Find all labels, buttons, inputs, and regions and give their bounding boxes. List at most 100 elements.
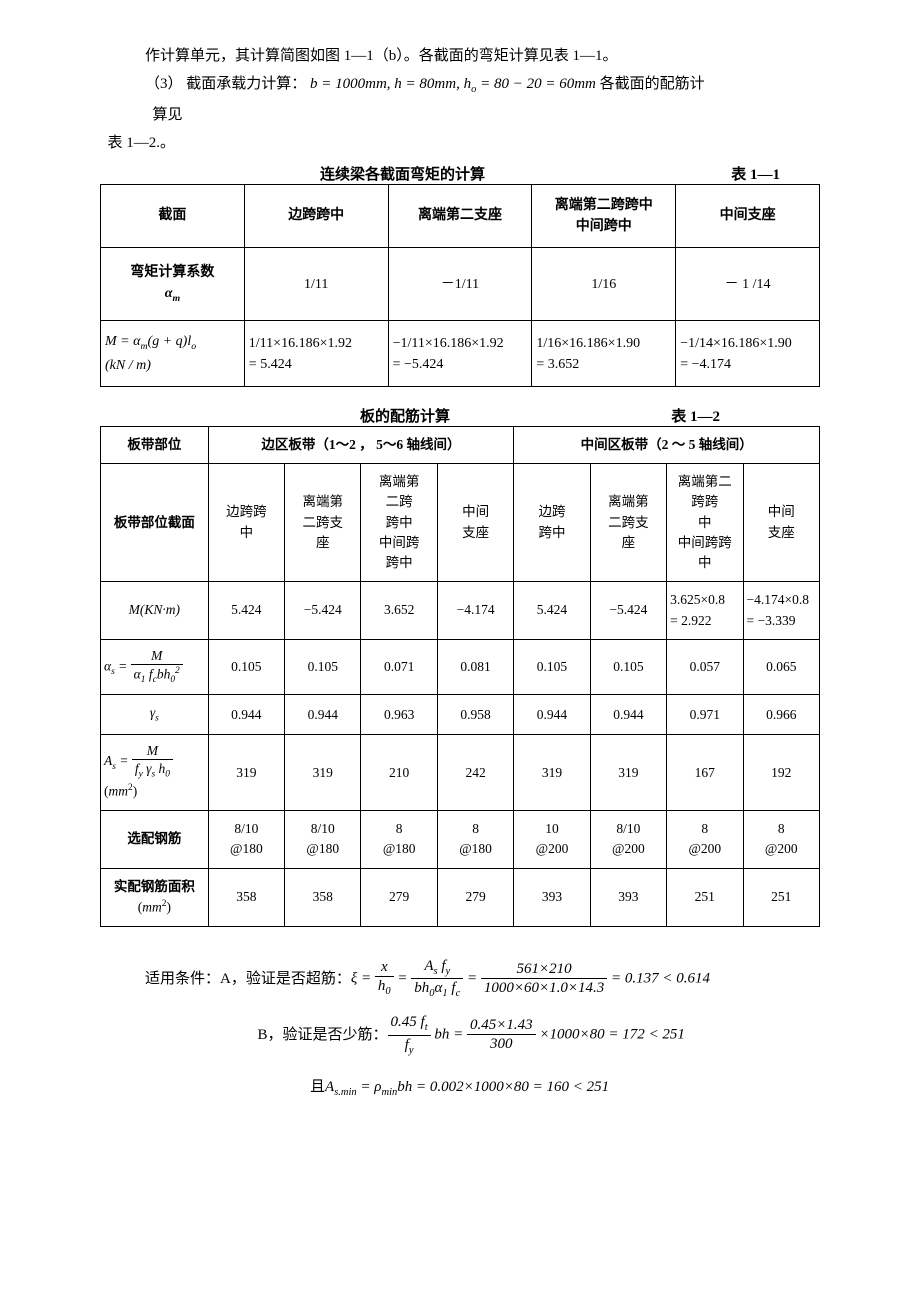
t2-r4-7: 0.065 <box>743 639 820 695</box>
t1-h2: 离端第二支座 <box>388 184 532 247</box>
t2-c2: 离端第二跨跨中中间跨跨中 <box>361 464 437 582</box>
t2-r4h: αs = Mα1 fcbh02 <box>101 639 209 695</box>
t2-r7h: 选配钢筋 <box>101 811 209 869</box>
t2-c3: 中间支座 <box>437 464 513 582</box>
t2-r3-3: −4.174 <box>437 582 513 640</box>
t1-r2-head-text: 弯矩计算系数 <box>105 262 240 283</box>
t2-r5-6: 0.971 <box>667 695 743 735</box>
t2-h2: 边区板带（1～2 ， 5～6 轴线间） <box>208 426 514 463</box>
t1-h1: 边跨跨中 <box>244 184 388 247</box>
t2-r7-1: 8/10@180 <box>285 811 361 869</box>
t2-r6-7: 192 <box>743 735 820 811</box>
table2-title-row: 板的配筋计算 表 1—2 <box>100 405 820 426</box>
t1-r3-c3: 1/16×16.186×1.90= 3.652 <box>532 321 676 386</box>
t2-r4-3: 0.081 <box>437 639 513 695</box>
t2-c5: 离端第二跨支座 <box>590 464 666 582</box>
paragraph-1: 作计算单元，其计算简图如图 1—1（b）。各截面的弯矩计算见表 1—1。 <box>115 44 820 68</box>
t2-r8-6: 251 <box>667 868 743 926</box>
table1-title-row: 连续梁各截面弯矩的计算 表 1—1 <box>100 163 820 184</box>
t2-r6-5: 319 <box>590 735 666 811</box>
cond-c-prefix: 且 <box>310 1069 325 1105</box>
t2-r5-5: 0.944 <box>590 695 666 735</box>
t1-r2-c1: 1/11 <box>244 247 388 320</box>
t2-r5h: γs <box>101 695 209 735</box>
t2-r8-1: 358 <box>285 868 361 926</box>
paragraph-2: （3） 截面承载力计算： b = 1000mm, h = 80mm, ho = … <box>115 72 820 99</box>
t1-r2-head-sym: αm <box>105 283 240 306</box>
t2-r8-0: 358 <box>208 868 284 926</box>
t2-r6-1: 319 <box>285 735 361 811</box>
t2-r3-4: 5.424 <box>514 582 590 640</box>
t1-h0: 截面 <box>101 184 245 247</box>
t2-r4-6: 0.057 <box>667 639 743 695</box>
table-2: 板带部位 边区板带（1～2 ， 5～6 轴线间） 中间区板带（2 ～ 5 轴线间… <box>100 426 820 927</box>
t2-c6: 离端第二跨跨中中间跨跨中 <box>667 464 743 582</box>
t1-r2-c3: 1/16 <box>532 247 676 320</box>
t2-row-M: M(KN·m) 5.424 −5.424 3.652 −4.174 5.424 … <box>101 582 820 640</box>
t1-h4: 中间支座 <box>676 184 820 247</box>
t2-r7-6: 8@200 <box>667 811 743 869</box>
t2-c4: 边跨跨中 <box>514 464 590 582</box>
t1-r3-head: M = αm(g + q)lo (kN / m) <box>101 321 245 386</box>
t2-r2h: 板带部位截面 <box>101 464 209 582</box>
paragraph-2b: 算见 <box>153 103 821 127</box>
t2-r7-0: 8/10@180 <box>208 811 284 869</box>
t2-row-area: 实配钢筋面积 (mm2) 358 358 279 279 393 393 251… <box>101 868 820 926</box>
t2-r6-0: 319 <box>208 735 284 811</box>
t2-r3-2: 3.652 <box>361 582 437 640</box>
t2-r3-1: −5.424 <box>285 582 361 640</box>
t2-r8-4: 393 <box>514 868 590 926</box>
t2-c0: 边跨跨中 <box>208 464 284 582</box>
t2-r3-6: 3.625×0.8= 2.922 <box>667 582 743 640</box>
t2-r7-4: 10@200 <box>514 811 590 869</box>
t2-r8-7: 251 <box>743 868 820 926</box>
t2-r3-7: −4.174×0.8= −3.339 <box>743 582 820 640</box>
condition-b: B，验证是否少筋： 0.45 ftfy bh = 0.45×1.43300 ×1… <box>258 1013 821 1057</box>
t2-r4-5: 0.105 <box>590 639 666 695</box>
cond-b-prefix: B，验证是否少筋： <box>258 1017 388 1053</box>
t2-r6-3: 242 <box>437 735 513 811</box>
t2-row-alpha: αs = Mα1 fcbh02 0.105 0.105 0.071 0.081 … <box>101 639 820 695</box>
t1-r3-c2: −1/11×16.186×1.92= −5.424 <box>388 321 532 386</box>
t2-r7-7: 8@200 <box>743 811 820 869</box>
condition-a: 适用条件： A，验证是否超筋： ξ = xh0 = As fybh0α1 fc … <box>145 957 820 1001</box>
t2-r6h: As = Mfy γs h0 (mm2) <box>101 735 209 811</box>
t2-r7-5: 8/10@200 <box>590 811 666 869</box>
t2-r5-2: 0.963 <box>361 695 437 735</box>
t1-r2-c4: － 1 /14 <box>676 247 820 320</box>
t2-row-gamma: γs 0.944 0.944 0.963 0.958 0.944 0.944 0… <box>101 695 820 735</box>
t2-r8-5: 393 <box>590 868 666 926</box>
table1-title: 连续梁各截面弯矩的计算 <box>320 163 485 184</box>
t2-h3: 中间区板带（2 ～ 5 轴线间） <box>514 426 820 463</box>
t2-r6-4: 319 <box>514 735 590 811</box>
cond-a-prefix: A，验证是否超筋： <box>220 961 351 997</box>
t2-c1: 离端第二跨支座 <box>285 464 361 582</box>
p2-math-tail: = 80 − 20 = 60mm <box>476 76 596 92</box>
conditions-block: 适用条件： A，验证是否超筋： ξ = xh0 = As fybh0α1 fc … <box>145 957 820 1106</box>
t2-c7: 中间支座 <box>743 464 820 582</box>
t2-r6-6: 167 <box>667 735 743 811</box>
t2-r4-2: 0.071 <box>361 639 437 695</box>
table2-title: 板的配筋计算 <box>360 405 450 426</box>
t2-r7-3: 8@180 <box>437 811 513 869</box>
t1-r3-c4: −1/14×16.186×1.90= −4.174 <box>676 321 820 386</box>
table1-label: 表 1—1 <box>731 163 780 184</box>
cond-prefix: 适用条件： <box>145 961 220 997</box>
t2-h1: 板带部位 <box>101 426 209 463</box>
table2-label: 表 1—2 <box>671 405 720 426</box>
t2-r4-1: 0.105 <box>285 639 361 695</box>
t2-r8-3: 279 <box>437 868 513 926</box>
p2-suffix: 各截面的配筋计 <box>600 76 705 92</box>
t1-r2-head: 弯矩计算系数 αm <box>101 247 245 320</box>
t2-r8-2: 279 <box>361 868 437 926</box>
p2-math: b = 1000mm, h = 80mm, ho = 80 − 20 = 60m… <box>310 76 600 92</box>
t2-r8h: 实配钢筋面积 (mm2) <box>101 868 209 926</box>
t2-r5-0: 0.944 <box>208 695 284 735</box>
t2-row-As: As = Mfy γs h0 (mm2) 319 319 210 242 319… <box>101 735 820 811</box>
t1-r2-c2: －1/11 <box>388 247 532 320</box>
p2-math-main: b = 1000mm, h = 80mm, h <box>310 76 471 92</box>
t2-r3-0: 5.424 <box>208 582 284 640</box>
t2-r3h: M(KN·m) <box>101 582 209 640</box>
t2-row-rebar: 选配钢筋 8/10@180 8/10@180 8@180 8@180 10@20… <box>101 811 820 869</box>
t2-r4-0: 0.105 <box>208 639 284 695</box>
